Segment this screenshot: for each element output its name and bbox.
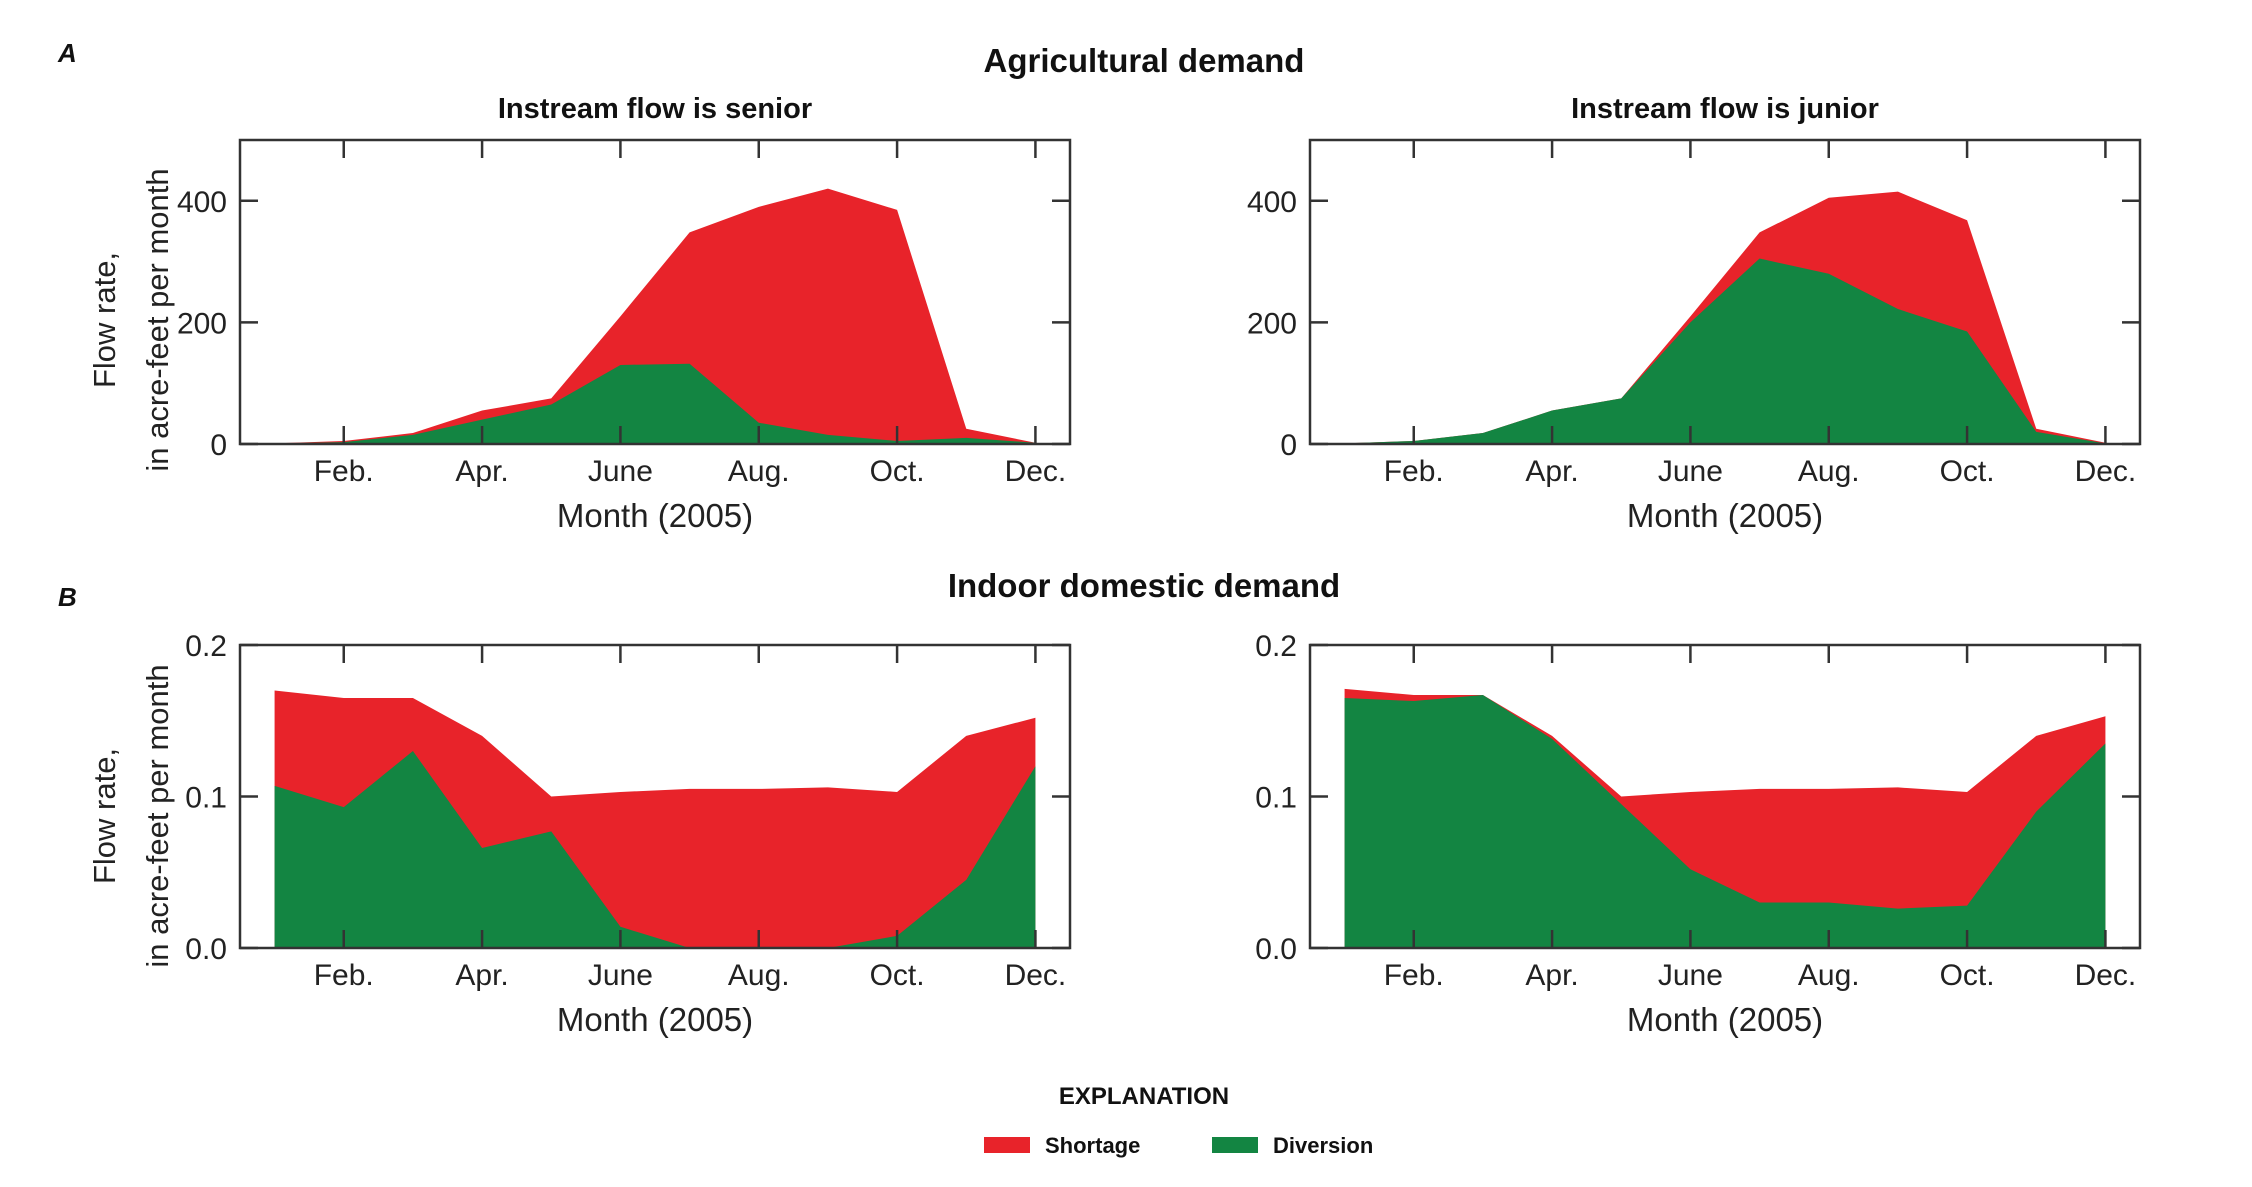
x-tick-label: Feb. [1384, 959, 1444, 992]
y-tick-label: 0 [210, 429, 227, 462]
diversion-area [1344, 694, 2106, 948]
legend-label-shortage: Shortage [1045, 1133, 1140, 1158]
y-tick-label: 0.2 [1255, 630, 1297, 663]
subplot-title: Instream flow is senior [498, 93, 812, 125]
panel-a-title: Agricultural demand [984, 42, 1305, 79]
subplot-title: Instream flow is junior [1571, 93, 1879, 125]
x-tick-label: Oct. [870, 959, 925, 992]
ylabel-a-line2: in acre-feet per month [140, 168, 175, 471]
x-tick-label: Dec. [2075, 455, 2137, 488]
ylabel-b-line1: Flow rate, [87, 748, 122, 884]
x-tick-label: June [1658, 455, 1723, 488]
x-tick-label: Apr. [455, 455, 508, 488]
diversion-area [274, 751, 1036, 948]
ylabel-b-line2: in acre-feet per month [140, 664, 175, 967]
x-tick-label: Dec. [1005, 959, 1067, 992]
x-axis-label: Month (2005) [557, 1001, 753, 1038]
x-tick-label: Aug. [1798, 959, 1860, 992]
x-tick-label: June [588, 959, 653, 992]
y-tick-label: 0.1 [185, 782, 227, 815]
chart-ag-senior: Feb. Apr. June Aug. Oct. Dec. 0 200 400 Instream … [177, 93, 1072, 534]
legend-title: EXPLANATION [1059, 1083, 1229, 1110]
x-tick-label: Oct. [870, 455, 925, 488]
x-tick-label: Dec. [1005, 455, 1067, 488]
x-tick-label: June [588, 455, 653, 488]
diversion-area [274, 363, 1036, 444]
y-tick-label: 0 [1280, 429, 1297, 462]
y-tick-label: 200 [177, 307, 227, 340]
plot-frame [238, 138, 1072, 446]
x-tick-label: Apr. [1525, 959, 1578, 992]
x-tick-label: Apr. [455, 959, 508, 992]
x-tick-label: June [1658, 959, 1723, 992]
x-tick-label: Aug. [728, 959, 790, 992]
panel-b-letter: B [58, 582, 77, 612]
y-tick-label: 0.1 [1255, 782, 1297, 815]
y-tick-label: 0.0 [1255, 933, 1297, 966]
y-tick-label: 0.0 [185, 933, 227, 966]
panel-a-letter: A [57, 38, 77, 68]
chart-domestic-junior: Feb. Apr. June Aug. Oct. Dec. 0.0 0.1 0.2 Month (… [1255, 630, 2142, 1038]
legend: EXPLANATION Shortage Diversion [984, 1083, 1373, 1158]
x-tick-label: Aug. [1798, 455, 1860, 488]
x-axis-label: Month (2005) [1627, 1001, 1823, 1038]
panel-b-title: Indoor domestic demand [948, 567, 1340, 604]
chart-domestic-senior: Feb. Apr. June Aug. Oct. Dec. 0.0 0.1 0.2 Month (… [185, 630, 1072, 1038]
chart-ag-junior: Feb. Apr. June Aug. Oct. Dec. 0 200 400 Instream … [1247, 93, 2142, 534]
plot-frame [1308, 138, 2142, 446]
x-tick-label: Oct. [1940, 959, 1995, 992]
diversion-area [1344, 258, 2106, 444]
y-tick-label: 400 [1247, 186, 1297, 219]
x-tick-label: Feb. [1384, 455, 1444, 488]
legend-swatch-shortage [984, 1137, 1030, 1153]
x-tick-label: Aug. [728, 455, 790, 488]
x-tick-label: Dec. [2075, 959, 2137, 992]
x-axis-label: Month (2005) [557, 497, 753, 534]
shortage-area [274, 188, 1036, 444]
x-tick-label: Feb. [314, 959, 374, 992]
legend-label-diversion: Diversion [1273, 1133, 1373, 1158]
x-tick-label: Feb. [314, 455, 374, 488]
y-tick-label: 0.2 [185, 630, 227, 663]
y-tick-label: 200 [1247, 307, 1297, 340]
legend-swatch-diversion [1212, 1137, 1258, 1153]
x-tick-label: Oct. [1940, 455, 1995, 488]
x-tick-label: Apr. [1525, 455, 1578, 488]
ylabel-a-line1: Flow rate, [87, 252, 122, 388]
x-axis-label: Month (2005) [1627, 497, 1823, 534]
y-tick-label: 400 [177, 186, 227, 219]
